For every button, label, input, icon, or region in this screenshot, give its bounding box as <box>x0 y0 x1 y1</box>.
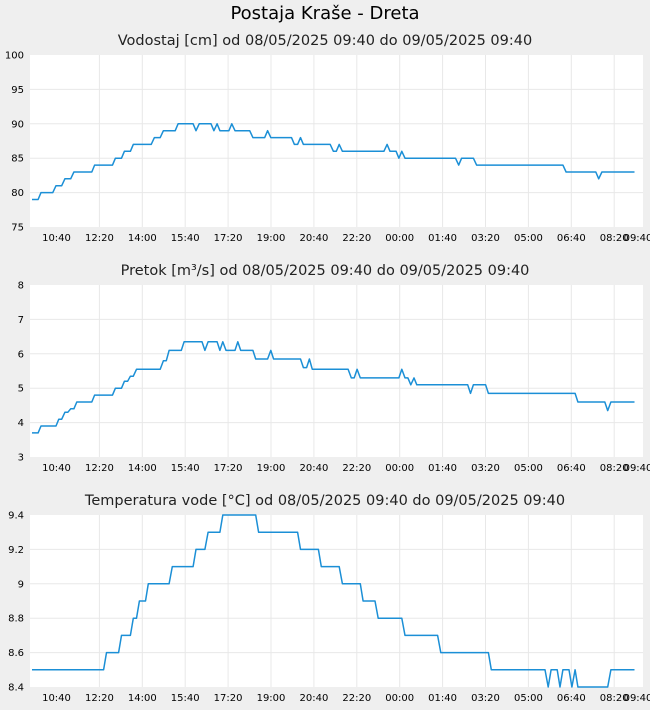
pretok-x-tick-label: 06:40 <box>557 463 586 474</box>
pretok-x-tick-label: 01:40 <box>428 463 457 474</box>
vodostaj-x-tick-label: 09:40 <box>624 233 650 244</box>
temperatura-x-tick-label: 00:00 <box>385 693 414 704</box>
pretok-series-line <box>32 341 635 434</box>
pretok-x-tick-label: 20:40 <box>299 463 328 474</box>
vodostaj-series-line <box>32 123 635 201</box>
vodostaj-chart: Vodostaj [cm] od 08/05/2025 09:40 do 09/… <box>5 33 650 244</box>
vodostaj-x-tick-label: 00:00 <box>385 233 414 244</box>
temperatura-y-tick-label: 8.6 <box>8 648 24 659</box>
pretok-x-tick-label: 22:20 <box>342 463 371 474</box>
pretok-x-tick-label: 19:00 <box>257 463 286 474</box>
vodostaj-y-tick-label: 100 <box>5 51 24 62</box>
vodostaj-y-tick-label: 80 <box>11 188 24 199</box>
temperatura-y-tick-label: 8.8 <box>8 614 24 625</box>
pretok-x-tick-label: 12:20 <box>85 463 114 474</box>
pretok-y-tick-label: 5 <box>18 384 24 395</box>
vodostaj-y-tick-label: 75 <box>11 223 24 234</box>
temperatura-y-tick-label: 9 <box>18 579 24 590</box>
temperatura-y-tick-label: 9.4 <box>8 511 24 522</box>
pretok-y-tick-label: 3 <box>18 453 24 464</box>
temperatura-plot-area <box>30 515 643 687</box>
vodostaj-x-tick-label: 20:40 <box>299 233 328 244</box>
temperatura-x-tick-label: 19:00 <box>257 693 286 704</box>
temperatura-chart: Temperatura vode [°C] od 08/05/2025 09:4… <box>8 493 650 704</box>
temperatura-x-tick-label: 15:40 <box>171 693 200 704</box>
pretok-y-tick-label: 7 <box>18 315 24 326</box>
pretok-x-tick-label: 17:20 <box>214 463 243 474</box>
temperatura-series-line <box>32 514 635 688</box>
temperatura-x-tick-label: 14:00 <box>128 693 157 704</box>
vodostaj-x-tick-label: 03:20 <box>471 233 500 244</box>
vodostaj-chart-title: Vodostaj [cm] od 08/05/2025 09:40 do 09/… <box>118 33 532 49</box>
temperatura-y-tick-label: 8.4 <box>8 683 24 694</box>
vodostaj-y-tick-label: 90 <box>11 119 24 130</box>
pretok-x-tick-label: 10:40 <box>42 463 71 474</box>
pretok-chart-title: Pretok [m³/s] od 08/05/2025 09:40 do 09/… <box>121 263 530 279</box>
vodostaj-x-tick-label: 14:00 <box>128 233 157 244</box>
temperatura-x-tick-label: 06:40 <box>557 693 586 704</box>
vodostaj-y-tick-label: 95 <box>11 85 24 96</box>
pretok-x-tick-label: 09:40 <box>624 463 650 474</box>
pretok-x-tick-label: 15:40 <box>171 463 200 474</box>
pretok-x-tick-label: 00:00 <box>385 463 414 474</box>
vodostaj-x-tick-label: 15:40 <box>171 233 200 244</box>
temperatura-x-tick-label: 10:40 <box>42 693 71 704</box>
temperatura-y-tick-label: 9.2 <box>8 545 24 556</box>
temperatura-x-tick-label: 08:20 <box>600 693 629 704</box>
pretok-x-tick-label: 03:20 <box>471 463 500 474</box>
vodostaj-x-tick-label: 10:40 <box>42 233 71 244</box>
pretok-y-tick-label: 8 <box>18 281 24 292</box>
page-title: Postaja Kraše - Dreta <box>230 3 420 24</box>
vodostaj-x-tick-label: 22:20 <box>342 233 371 244</box>
temperatura-x-tick-label: 20:40 <box>299 693 328 704</box>
temperatura-x-tick-label: 12:20 <box>85 693 114 704</box>
pretok-plot-area <box>30 285 643 457</box>
vodostaj-plot-area <box>30 55 643 227</box>
vodostaj-x-tick-label: 19:00 <box>257 233 286 244</box>
vodostaj-x-tick-label: 01:40 <box>428 233 457 244</box>
vodostaj-x-tick-label: 06:40 <box>557 233 586 244</box>
vodostaj-x-tick-label: 08:20 <box>600 233 629 244</box>
temperatura-x-tick-label: 22:20 <box>342 693 371 704</box>
pretok-chart: Pretok [m³/s] od 08/05/2025 09:40 do 09/… <box>18 263 650 474</box>
vodostaj-x-tick-label: 12:20 <box>85 233 114 244</box>
vodostaj-y-tick-label: 85 <box>11 154 24 165</box>
pretok-x-tick-label: 08:20 <box>600 463 629 474</box>
temperatura-x-tick-label: 09:40 <box>624 693 650 704</box>
pretok-y-tick-label: 4 <box>18 418 24 429</box>
temperatura-x-tick-label: 01:40 <box>428 693 457 704</box>
vodostaj-x-tick-label: 17:20 <box>214 233 243 244</box>
temperatura-x-tick-label: 05:00 <box>514 693 543 704</box>
temperatura-chart-title: Temperatura vode [°C] od 08/05/2025 09:4… <box>84 493 565 509</box>
temperatura-x-tick-label: 17:20 <box>214 693 243 704</box>
pretok-x-tick-label: 05:00 <box>514 463 543 474</box>
vodostaj-x-tick-label: 05:00 <box>514 233 543 244</box>
temperatura-x-tick-label: 03:20 <box>471 693 500 704</box>
pretok-x-tick-label: 14:00 <box>128 463 157 474</box>
pretok-y-tick-label: 6 <box>18 349 24 360</box>
